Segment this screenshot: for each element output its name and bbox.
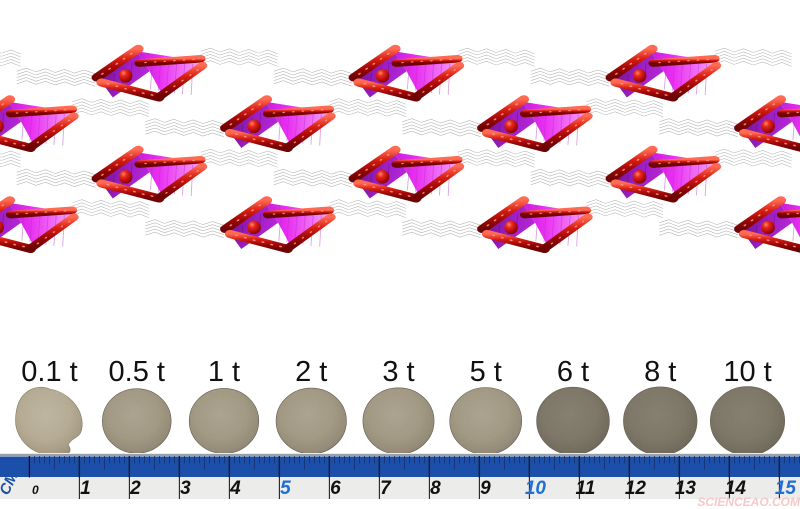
svg-text:5 t: 5 t	[470, 356, 502, 388]
svg-text:4: 4	[229, 478, 241, 499]
svg-text:6 t: 6 t	[557, 356, 589, 388]
svg-text:12: 12	[625, 478, 647, 499]
svg-text:9: 9	[480, 478, 491, 499]
svg-text:3: 3	[180, 478, 191, 499]
svg-text:10 t: 10 t	[723, 356, 771, 388]
svg-text:13: 13	[675, 478, 697, 499]
svg-text:0: 0	[32, 483, 39, 497]
svg-text:3 t: 3 t	[382, 356, 414, 388]
svg-text:8 t: 8 t	[644, 356, 676, 388]
svg-text:10: 10	[525, 478, 547, 499]
svg-text:1 t: 1 t	[208, 356, 240, 388]
svg-text:0.1 t: 0.1 t	[21, 356, 77, 388]
svg-text:2 t: 2 t	[295, 356, 327, 388]
svg-text:SCIENCEAO.COM: SCIENCEAO.COM	[697, 495, 800, 509]
svg-text:8: 8	[430, 478, 441, 499]
svg-text:0.5 t: 0.5 t	[109, 356, 165, 388]
svg-text:1: 1	[80, 478, 91, 499]
svg-text:11: 11	[576, 478, 596, 499]
svg-text:7: 7	[380, 478, 392, 499]
svg-text:6: 6	[330, 478, 341, 499]
svg-text:2: 2	[129, 478, 141, 499]
svg-text:5: 5	[280, 478, 291, 499]
